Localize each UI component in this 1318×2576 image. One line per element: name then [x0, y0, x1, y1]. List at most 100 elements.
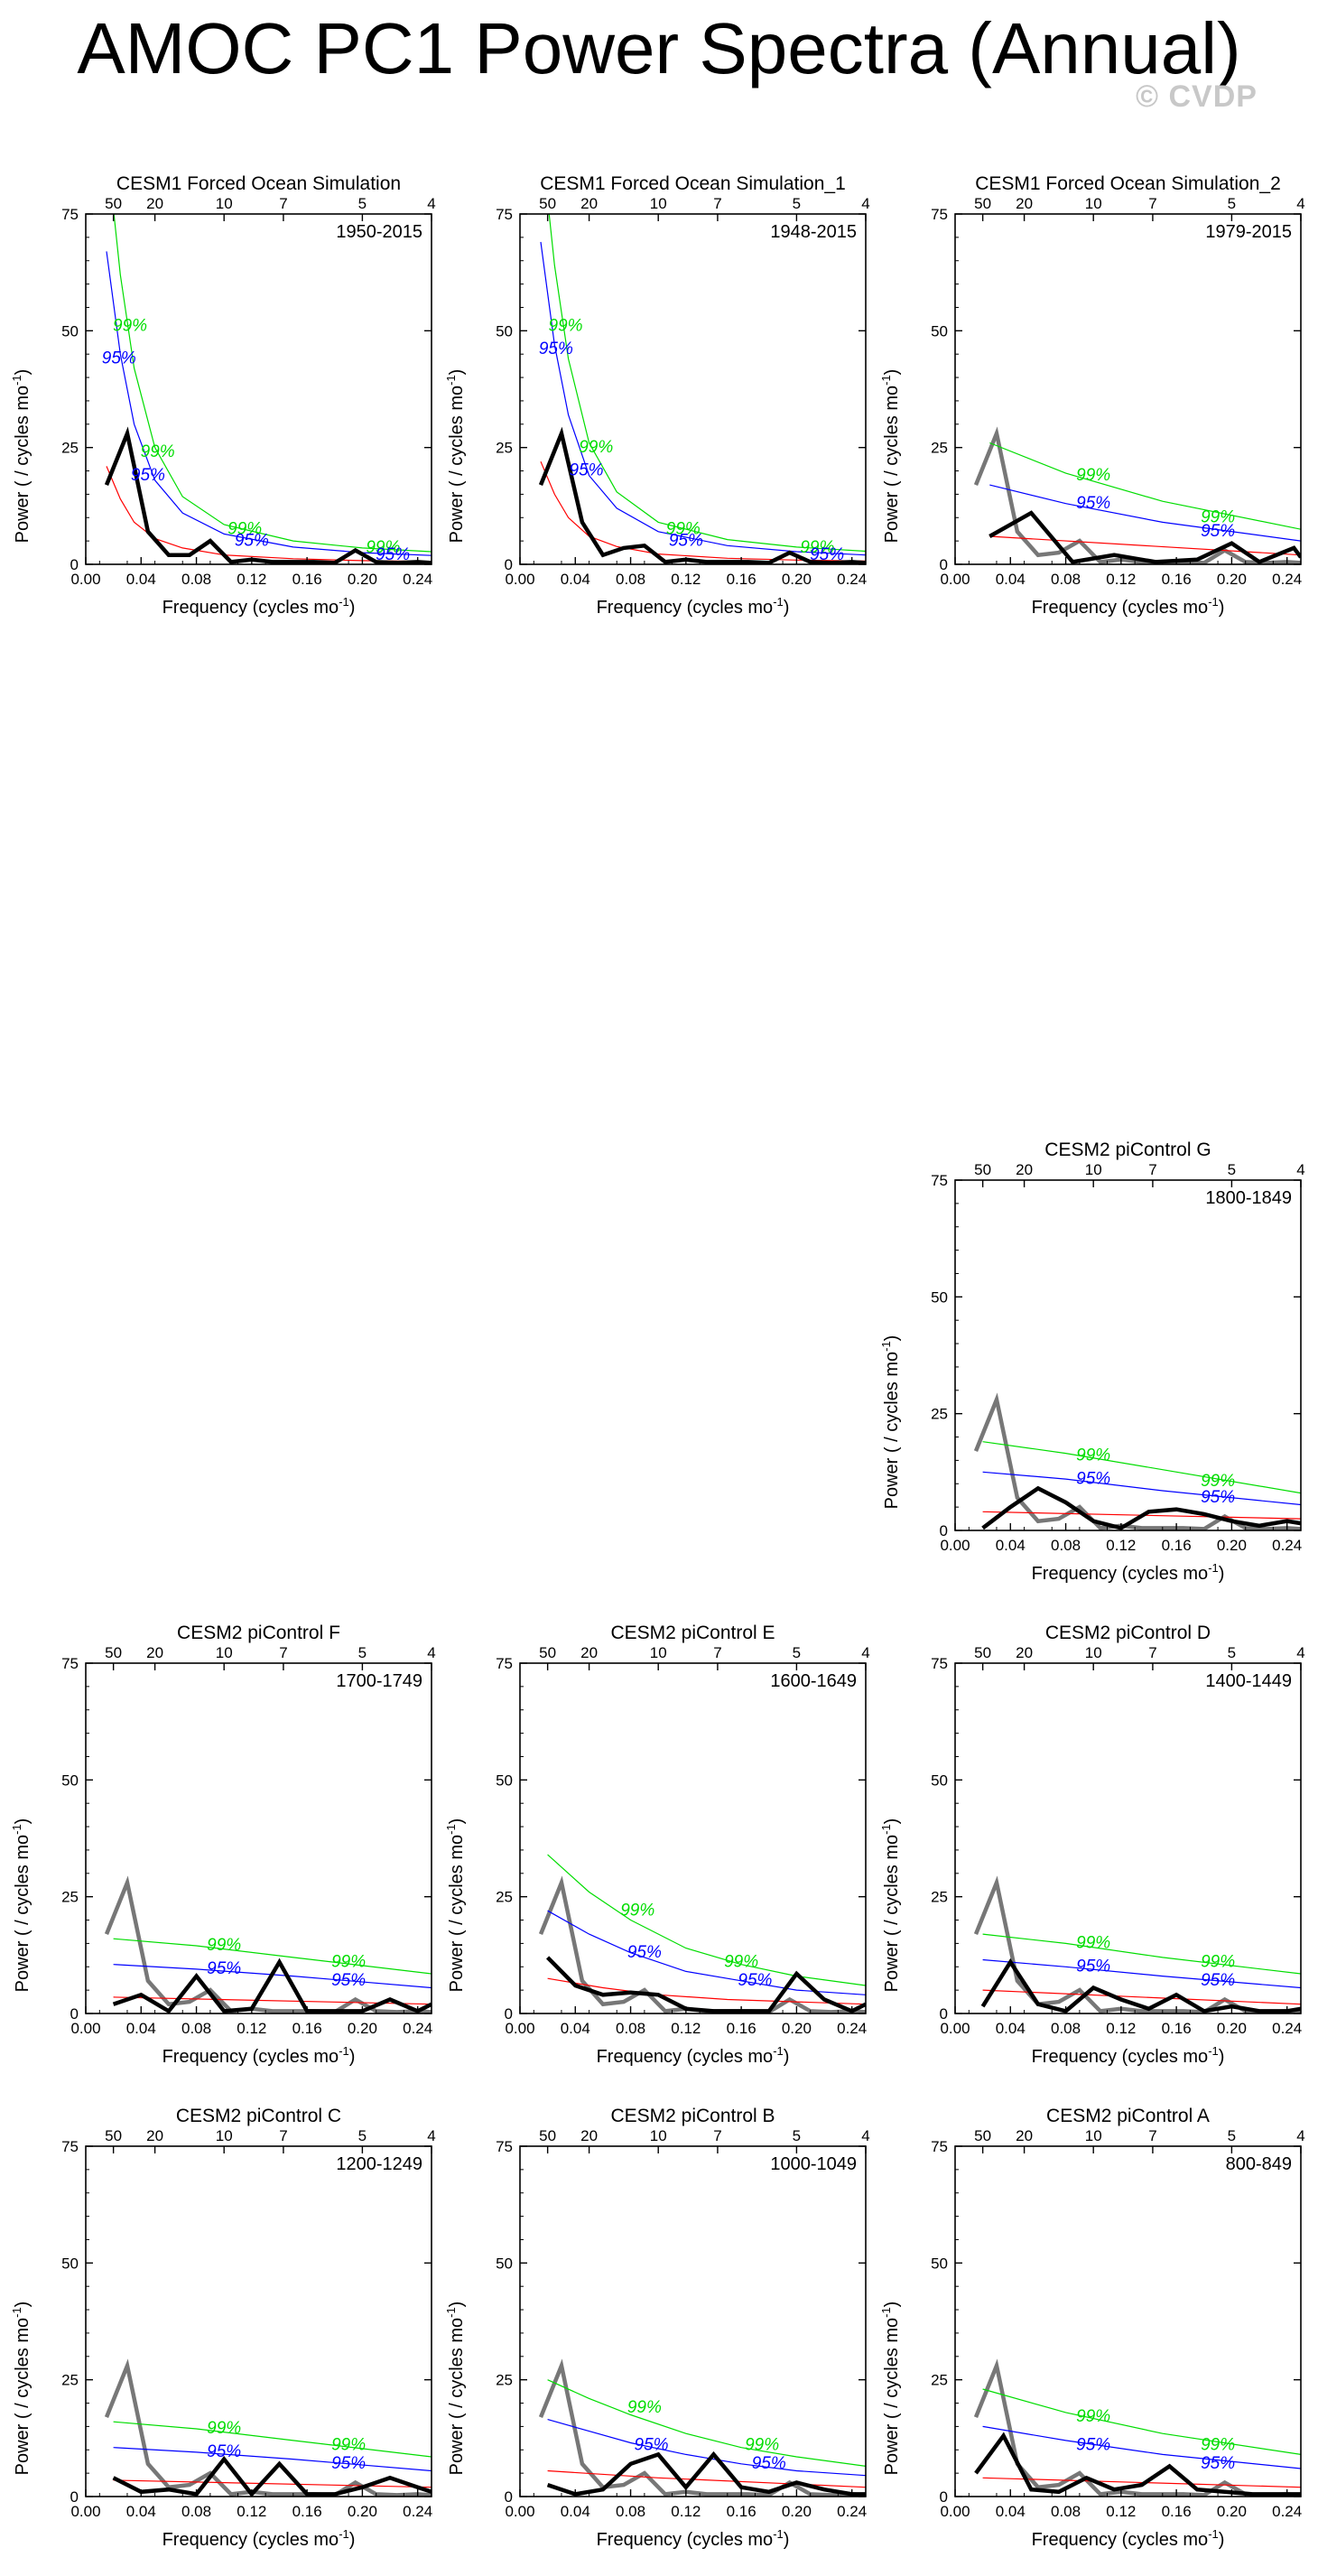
period-tick-label: 20 — [1016, 1644, 1033, 1661]
plot-frame — [85, 213, 432, 565]
period-tick-label: 5 — [1228, 195, 1236, 212]
series-line-conf95 — [113, 2447, 432, 2472]
x-tick-label: 0.20 — [1217, 1537, 1247, 1554]
plot-frame — [954, 213, 1302, 565]
x-axis-label-end: ) — [1219, 1564, 1225, 1584]
confidence-label: 95% — [1201, 522, 1235, 541]
confidence-label: 99% — [366, 538, 400, 557]
x-tick-label: 0.00 — [940, 1537, 970, 1554]
x-tick-label: 0.24 — [403, 2503, 432, 2520]
x-tick-label: 0.08 — [1051, 2020, 1081, 2037]
series-line-conf95 — [113, 1964, 432, 1989]
x-tick-label: 0.16 — [727, 2020, 756, 2037]
plot-area — [538, 2358, 866, 2497]
y-tick-label: 0 — [70, 2488, 79, 2506]
x-axis-label-end: ) — [784, 2047, 790, 2067]
period-tick-label: 10 — [650, 2127, 667, 2144]
plot-area — [538, 214, 866, 564]
x-tick-label: 0.08 — [1051, 1537, 1081, 1554]
y-tick-label: 0 — [940, 2005, 948, 2023]
series-line-conf95 — [989, 484, 1301, 542]
period-tick-label: 5 — [793, 2127, 801, 2144]
chart-title: CESM1 Forced Ocean Simulation_1 — [540, 173, 846, 194]
x-tick-label: 0.04 — [996, 1537, 1026, 1554]
period-tick-label: 7 — [1148, 1644, 1156, 1661]
x-tick-label: 0.16 — [1162, 571, 1192, 588]
y-axis-label-sup: -1 — [10, 2307, 23, 2318]
series-line-series — [545, 1956, 866, 2013]
x-axis-label-end: ) — [784, 598, 790, 618]
confidence-label: 99% — [1201, 1472, 1235, 1491]
confidence-label: 99% — [1076, 1934, 1110, 1953]
x-axis-label-sup: -1 — [1208, 595, 1219, 609]
x-tick-label: 0.12 — [671, 2503, 701, 2520]
x-tick-label: 0.20 — [1217, 571, 1247, 588]
chart-panel: CESM2 piControl A99%95% 99%95%0.00 0.04 0.0… — [879, 2106, 1305, 2550]
period-tick-label: 5 — [358, 2127, 367, 2144]
x-tick-label: 0.20 — [782, 2020, 812, 2037]
chart-title: CESM2 piControl C — [176, 2106, 341, 2126]
x-tick-label: 0.20 — [1217, 2503, 1247, 2520]
y-axis-label: Power ( / cycles mo-1) — [879, 2302, 902, 2476]
x-axis-label: Frequency (cycles mo-1) — [597, 595, 790, 618]
x-tick-label: 0.20 — [348, 2503, 377, 2520]
x-tick-label: 0.00 — [70, 2503, 100, 2520]
x-axis-label-end: ) — [349, 2047, 356, 2067]
chart-title: CESM2 piControl E — [610, 1623, 775, 1643]
y-tick-label: 50 — [496, 322, 513, 339]
confidence-label: 95% — [235, 531, 269, 550]
x-axis-label: Frequency (cycles mo-1) — [1032, 1561, 1225, 1584]
x-tick-label: 0.24 — [837, 2020, 867, 2037]
confidence-label: 95% — [752, 2454, 786, 2473]
period-tick-label: 50 — [539, 195, 556, 212]
period-tick-label: 5 — [793, 1644, 801, 1661]
x-axis-label-end: ) — [349, 598, 356, 618]
series-line-series — [974, 2432, 1301, 2497]
y-axis-label-sup: -1 — [879, 2307, 893, 2318]
x-tick-label: 0.12 — [237, 2020, 266, 2037]
chart-panel: CESM2 piControl D99%95% 99%95%0.00 0.04 0.0… — [879, 1623, 1305, 2067]
year-range: 1979-2015 — [1205, 222, 1292, 242]
y-axis-label-end: ) — [882, 1818, 902, 1825]
confidence-label: 95% — [207, 1959, 241, 1978]
confidence-label: 99% — [331, 2435, 366, 2454]
period-tick-label: 20 — [146, 195, 163, 212]
y-axis-label: Power ( / cycles mo-1) — [10, 369, 32, 544]
confidence-label: 99% — [1201, 507, 1235, 526]
x-axis-label-sup: -1 — [1208, 2044, 1219, 2058]
x-tick-label: 0.12 — [237, 571, 266, 588]
confidence-label: 95% — [810, 545, 844, 564]
y-axis-label-sup: -1 — [10, 1824, 23, 1835]
x-axis-label-end: ) — [1219, 2530, 1225, 2550]
y-tick-label: 0 — [505, 2488, 513, 2506]
x-axis-label-end: ) — [1219, 598, 1225, 618]
period-tick-label: 7 — [713, 2127, 721, 2144]
period-tick-label: 20 — [146, 1644, 163, 1661]
y-axis-label-end: ) — [447, 369, 467, 376]
period-tick-label: 20 — [580, 195, 598, 212]
period-tick-label: 4 — [1296, 195, 1304, 212]
series-line-conf95 — [547, 2419, 866, 2477]
period-tick-label: 5 — [358, 1644, 367, 1661]
period-tick-label: 20 — [580, 1644, 598, 1661]
chart-panel: CESM1 Forced Ocean Simulation99%95%99%95… — [10, 173, 436, 618]
series-line-series — [538, 426, 866, 564]
period-tick-label: 50 — [974, 1161, 991, 1178]
y-tick-label: 25 — [931, 440, 948, 457]
x-tick-label: 0.08 — [616, 2020, 645, 2037]
series-line-conf99 — [113, 2421, 432, 2458]
x-tick-label: 0.08 — [1051, 571, 1081, 588]
y-tick-label: 50 — [931, 2255, 948, 2272]
y-axis-label-sup: -1 — [444, 1824, 458, 1835]
series-line-series — [112, 1958, 432, 2013]
series-line-conf95 — [540, 241, 866, 556]
plot-area — [104, 214, 432, 564]
y-tick-label: 25 — [496, 440, 513, 457]
period-tick-label: 10 — [216, 1644, 233, 1661]
x-tick-label: 0.04 — [561, 571, 590, 588]
period-tick-label: 50 — [974, 195, 991, 212]
x-tick-label: 0.00 — [940, 2503, 970, 2520]
confidence-label: 99% — [113, 316, 147, 335]
y-tick-label: 0 — [70, 556, 79, 573]
y-tick-label: 75 — [496, 206, 513, 223]
